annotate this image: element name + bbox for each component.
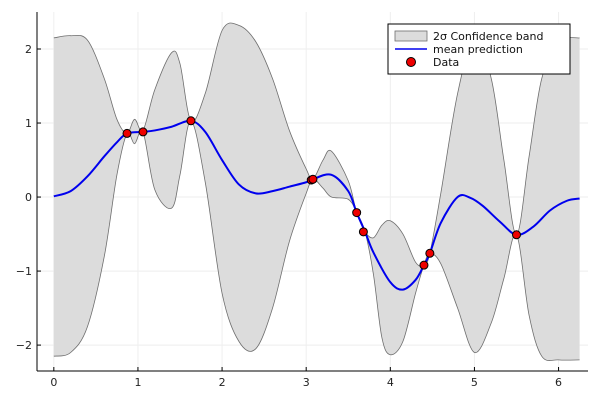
y-tick-label: 0 [25,191,32,204]
y-axis-ticks: −2 −1 0 1 2 [16,43,41,352]
y-tick-label: −2 [16,339,32,352]
data-point [358,227,368,237]
y-tick-label: 1 [25,117,32,130]
y-tick-label: −1 [16,265,32,278]
x-axis-ticks: 0 1 2 3 4 5 6 [50,367,562,389]
data-point [511,230,521,240]
legend-line-label: mean prediction [433,43,523,56]
y-tick-label: 2 [25,43,32,56]
x-tick-label: 5 [471,376,478,389]
x-tick-label: 1 [134,376,141,389]
data-point [419,260,429,270]
data-points [122,116,521,270]
data-point [425,248,435,258]
x-tick-label: 4 [387,376,394,389]
legend-band-label: 2σ Confidence band [433,30,544,43]
legend-marker-label: Data [433,56,459,69]
data-point [138,127,148,137]
x-tick-label: 6 [555,376,562,389]
x-tick-label: 3 [303,376,310,389]
legend-band-swatch [394,30,428,42]
data-point [186,116,196,126]
confidence-band-area [53,22,580,361]
axes [36,12,588,372]
x-tick-label: 2 [219,376,226,389]
data-point [122,128,132,138]
legend: 2σ Confidence band mean prediction Data [387,23,571,75]
legend-marker-swatch [406,57,416,67]
x-tick-label: 0 [50,376,57,389]
data-point [308,174,318,184]
data-point [352,208,362,218]
